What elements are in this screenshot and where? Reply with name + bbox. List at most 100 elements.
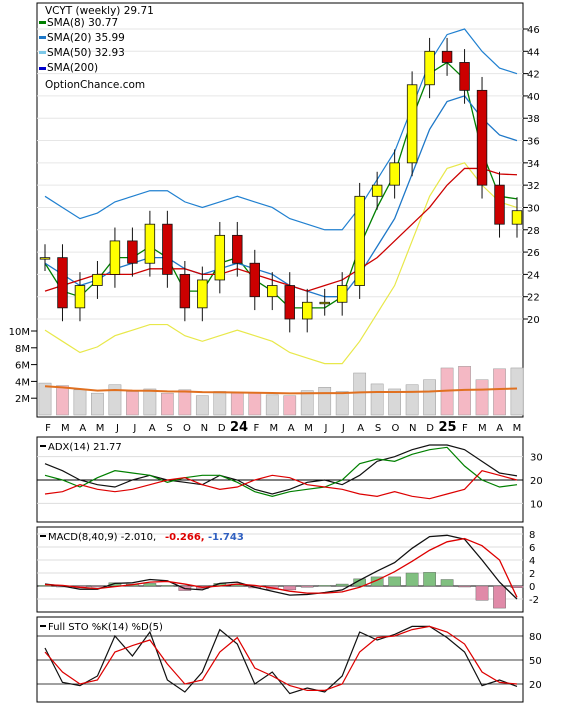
macd-tick-label: 6 <box>529 543 535 554</box>
macd-grid <box>37 533 523 600</box>
volume-bar <box>353 372 367 416</box>
price-grid <box>37 28 523 320</box>
candle-body <box>267 285 278 298</box>
adx-tick-label: 10 <box>530 499 543 510</box>
candle-body <box>371 184 383 197</box>
price-tick-label: 42 <box>527 70 540 81</box>
adx-axis: 30 20 10 <box>530 453 543 511</box>
macd-legend-label: MACD(8,40,9) -2.010, <box>48 532 156 543</box>
sto-legend: Full STO %K(14) %D(5) <box>40 622 163 633</box>
candle-body <box>39 257 51 260</box>
x-axis-label: M <box>304 423 313 434</box>
x-axis-label: F <box>45 423 51 434</box>
candle-body <box>197 279 208 309</box>
x-axis-labels: F M A M J J A S O N D 24 F M A M J J A S O N D 25 F M A M <box>45 420 521 435</box>
candle-body <box>389 162 400 186</box>
candle-body <box>424 50 435 86</box>
macd-histogram-bar <box>318 585 332 587</box>
x-axis-label: O <box>391 423 399 434</box>
volume-bar <box>423 379 436 416</box>
macd-histogram-bar <box>458 585 471 588</box>
macd-histogram-bar <box>510 585 524 588</box>
sto-d-line <box>44 625 518 692</box>
price-tick-label: 30 <box>527 203 540 214</box>
sma-line-0 <box>44 61 518 309</box>
x-axis-label: 24 <box>230 420 248 435</box>
candle-body <box>336 285 348 303</box>
candle-body <box>406 84 418 164</box>
sma-line-2 <box>44 167 518 292</box>
volume-bar <box>178 389 192 416</box>
x-axis-label: 25 <box>438 420 456 435</box>
price-tick-label: 38 <box>527 114 540 125</box>
sto-tick-label: 80 <box>529 632 542 643</box>
adx-legend-label: ADX(14) 21.77 <box>48 442 122 453</box>
adx-series-line <box>44 469 518 500</box>
macd-histogram-bar <box>405 572 419 587</box>
adx-tick-label: 20 <box>530 476 543 487</box>
x-axis-label: M <box>96 423 105 434</box>
x-axis-label: A <box>149 423 156 434</box>
volume-bar <box>300 390 314 416</box>
x-axis-label: D <box>426 423 434 434</box>
macd-histogram-bar <box>300 585 314 588</box>
adx-grid <box>37 456 523 504</box>
x-axis-label: D <box>218 423 226 434</box>
adx-series-line <box>44 446 518 497</box>
candle-body <box>179 273 191 309</box>
sto-tick-label: 50 <box>529 656 542 667</box>
x-axis-label: F <box>254 423 260 434</box>
macd-histogram-bar <box>493 585 506 609</box>
price-tick-label: 46 <box>527 25 540 36</box>
volume-bar <box>213 391 227 416</box>
candle-body <box>214 234 226 281</box>
price-tick-label: 34 <box>527 159 540 170</box>
volume-axis: 10M 8M 6M 4M 2M <box>9 327 37 405</box>
candle-body <box>459 62 470 91</box>
x-axis-label: J <box>341 423 345 434</box>
macd-value2: -0.266, <box>165 532 205 543</box>
price-panel <box>36 2 524 418</box>
macd-histogram-bar <box>283 585 297 591</box>
sma-line-1 <box>44 95 518 298</box>
candle-body <box>127 240 138 264</box>
x-axis-label: F <box>462 423 468 434</box>
macd-value3: -1.743 <box>208 532 244 543</box>
price-tick-label: 32 <box>527 181 540 192</box>
adx-tick-label: 30 <box>530 453 543 464</box>
macd-histogram-bar <box>475 585 489 601</box>
sto-lines <box>44 625 518 695</box>
macd-tick-label: 4 <box>529 556 535 567</box>
volume-bar <box>493 368 506 416</box>
macd-histogram-bar <box>353 578 366 587</box>
adx-series-line <box>44 444 518 495</box>
x-axis-label: A <box>357 423 364 434</box>
macd-histogram-bar <box>335 583 349 587</box>
sma8-label: SMA(8) 30.77 <box>47 17 118 29</box>
x-axis-label: M <box>269 423 278 434</box>
volume-bar <box>195 395 209 416</box>
volume-bar <box>143 388 157 416</box>
sto-panel <box>36 616 524 703</box>
macd-tick-label: 8 <box>529 530 535 541</box>
macd-legend: MACD(8,40,9) -2.010, -0.266, -1.743 <box>40 532 244 543</box>
macd-lines <box>44 534 518 600</box>
volume-tick-label: 4M <box>15 377 30 388</box>
price-tick-label: 24 <box>527 270 540 281</box>
volume-bar <box>265 394 279 416</box>
volume-bar <box>370 383 384 416</box>
x-axis-label: A <box>496 423 503 434</box>
moving-average-lines <box>44 61 518 309</box>
bollinger-bands <box>44 28 518 365</box>
bollinger-lower <box>44 162 518 365</box>
price-tick-label: 40 <box>527 92 540 103</box>
volume-average-line <box>44 385 518 395</box>
volume-bar <box>230 392 244 416</box>
candle-body <box>494 184 505 225</box>
price-legend: VCYT (weekly) 29.71 SMA(8) 30.77 SMA(20)… <box>39 5 154 91</box>
macd-tick-label: 0 <box>529 582 535 593</box>
x-axis-label: M <box>478 423 487 434</box>
price-tick-label: 20 <box>527 315 540 326</box>
volume-bar <box>73 389 87 416</box>
